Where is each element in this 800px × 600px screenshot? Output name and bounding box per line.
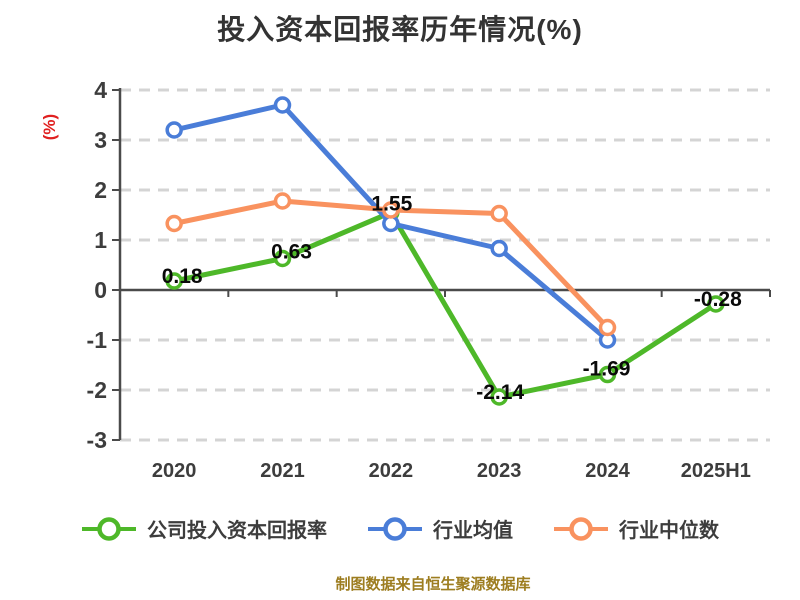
point-label-2024: -1.69 <box>583 358 631 381</box>
legend-label-industry-mean: 行业均值 <box>433 520 513 542</box>
chart-title: 投入资本回报率历年情况(%) <box>217 14 583 45</box>
data-point-company-roic-2021 <box>273 249 292 268</box>
legend-marker-industry-median-icon <box>554 516 608 541</box>
data-point-industry-mean-2021 <box>273 96 292 114</box>
series-line-company-roic <box>171 210 719 400</box>
x-tick-label-2024: 2024 <box>585 460 630 482</box>
source-note: 制图数据来自恒生聚源数据库 <box>335 576 531 593</box>
y-tick-label-1: 1 <box>94 227 107 253</box>
data-point-industry-mean-2023 <box>490 239 508 258</box>
legend-marker-company-roic-icon <box>82 516 136 541</box>
y-tick-label-2: 2 <box>94 177 107 203</box>
data-point-industry-median-2022 <box>382 201 400 219</box>
data-point-industry-mean-2020 <box>165 121 183 139</box>
y-tick-label-4: 4 <box>94 77 107 103</box>
point-label-2021: 0.63 <box>271 241 312 264</box>
y-tick-label--3: -3 <box>87 427 107 453</box>
x-tick-label-2022: 2022 <box>369 460 414 482</box>
data-point-company-roic-2020 <box>165 272 183 290</box>
plot-area: 4 3 2 1 0 -1 -2 -3 2020 2021 2022 2023 2024 2025H1 0.1… <box>87 77 771 482</box>
data-point-company-roic-2023 <box>490 388 508 406</box>
data-point-company-roic-2024 <box>598 365 617 384</box>
x-tick-label-2020: 2020 <box>152 460 197 482</box>
data-point-industry-median-2023 <box>490 204 508 223</box>
y-tick-label-3: 3 <box>94 127 107 153</box>
data-point-industry-median-2020 <box>165 214 183 233</box>
data-point-industry-median-2024 <box>598 318 617 337</box>
legend-item-industry-median: 行业中位数 <box>553 514 719 543</box>
point-label-2023: -2.14 <box>476 381 524 404</box>
x-tick-label-2021: 2021 <box>260 460 305 482</box>
y-tick-label--1: -1 <box>87 327 108 353</box>
data-point-industry-median-2021 <box>273 192 292 210</box>
data-point-company-roic-2025H1 <box>707 295 725 313</box>
point-label-2020: 0.18 <box>162 265 203 288</box>
legend-label-industry-median: 行业中位数 <box>619 520 719 542</box>
y-tick-label-0: 0 <box>94 277 107 303</box>
point-label-2022: 1.55 <box>371 193 412 216</box>
legend-label-company-roic: 公司投入资本回报率 <box>147 520 327 542</box>
point-label-2025H1: -0.28 <box>694 288 742 311</box>
x-tick-label-2025H1: 2025H1 <box>681 460 751 482</box>
x-tick-label-2023: 2023 <box>477 460 522 482</box>
legend-item-company-roic: 公司投入资本回报率 <box>81 514 327 543</box>
y-tick-label--2: -2 <box>87 377 107 403</box>
legend: 公司投入资本回报率 行业均值 行业中位数 <box>0 514 800 543</box>
legend-item-industry-mean: 行业均值 <box>367 514 513 543</box>
legend-marker-industry-mean-icon <box>368 516 422 541</box>
y-axis-unit-label: (%) <box>40 113 59 141</box>
